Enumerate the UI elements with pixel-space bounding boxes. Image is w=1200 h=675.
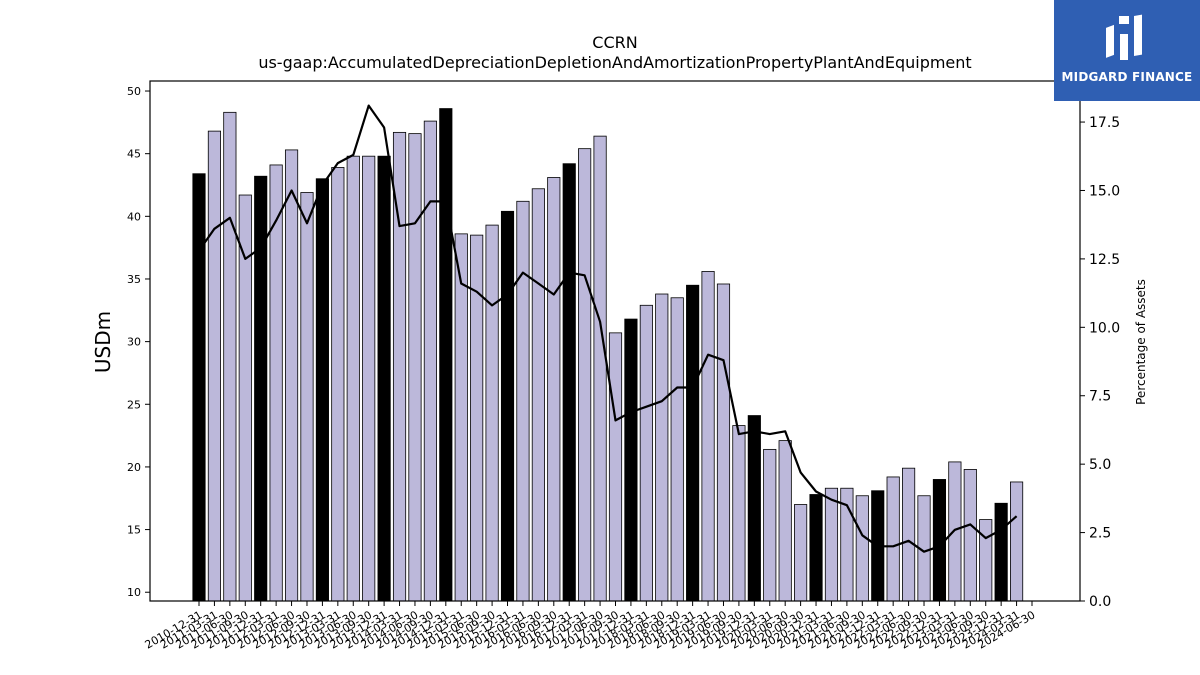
bar-2013-12-31: [377, 155, 391, 602]
bar-2020-12-31: [809, 494, 823, 602]
bar-2023-03-31: [948, 461, 962, 602]
y-tick-label: 25: [127, 398, 141, 411]
y-tick-label: 40: [127, 210, 141, 223]
y-axis-label: USDm: [91, 311, 115, 373]
bar-2020-09-30: [794, 504, 808, 602]
y-tick-label: 50: [127, 85, 141, 98]
bar-2011-03-31: [207, 130, 221, 602]
bar-2011-06-30: [223, 111, 237, 602]
bar-2022-03-31: [886, 476, 900, 602]
bar-2017-03-31: [578, 148, 592, 602]
bar-2019-09-30: [732, 425, 746, 602]
bar-2019-06-30: [716, 283, 731, 602]
bar-2013-06-30: [346, 155, 360, 602]
y2-tick-label: 7.5: [1089, 389, 1111, 405]
y2-tick-label: 5.0: [1089, 457, 1111, 473]
bar-2023-12-31: [994, 502, 1008, 602]
bar-2018-12-31: [686, 284, 700, 602]
bar-2012-06-30: [284, 149, 299, 602]
bar-2017-12-31: [624, 318, 638, 602]
y-tick-label: 10: [127, 586, 141, 599]
bar-2013-03-31: [331, 167, 345, 602]
bar-2018-09-30: [670, 297, 684, 602]
y2-tick-label: 15.0: [1089, 183, 1120, 199]
bar-2014-12-31: [439, 108, 453, 602]
bar-2012-12-31: [315, 178, 329, 602]
bar-2013-09-30: [362, 155, 376, 602]
bar-2015-09-30: [485, 224, 499, 602]
y-axis-right: 0.0 2.5 5.0 7.5 10.0 12.5 15.0 17.5: [1080, 115, 1120, 610]
bar-2018-03-31: [639, 304, 653, 602]
bar-2019-12-31: [747, 415, 761, 602]
bar-2020-03-31: [763, 448, 777, 602]
y-tick-label: 45: [127, 148, 141, 161]
bar-2022-06-30: [902, 467, 916, 602]
y2-tick-label: 17.5: [1089, 115, 1120, 131]
chart-title: CCRN: [592, 33, 637, 52]
bar-2021-09-30: [855, 495, 869, 602]
bar-2016-09-30: [547, 177, 561, 602]
y2-tick-label: 2.5: [1089, 526, 1111, 542]
bar-2015-03-31: [454, 233, 468, 602]
bar-2017-06-30: [593, 135, 607, 602]
bar-2016-12-31: [562, 163, 576, 602]
bar-2017-09-30: [608, 332, 623, 602]
logo-text: MIDGARD FINANCE: [1061, 70, 1193, 84]
line-layer: [198, 104, 1018, 553]
bar-2023-06-30: [963, 469, 977, 602]
y-tick-label: 35: [127, 273, 141, 286]
y-tick-label: 20: [127, 461, 141, 474]
bar-2010-12-31: [192, 173, 206, 602]
y2-axis-label: Percentage of Assets: [1134, 279, 1148, 405]
y2-tick-label: 0.0: [1089, 594, 1111, 610]
y-axis-left: 10 15 20 25 30 35 40 45 50: [127, 85, 150, 599]
bar-2014-06-30: [408, 133, 422, 602]
bar-2023-09-30: [979, 519, 993, 602]
bar-2018-06-30: [655, 293, 669, 602]
logo: MIDGARD FINANCE: [1054, 0, 1200, 101]
bar-2016-06-30: [531, 188, 545, 602]
chart-subtitle: us-gaap:AccumulatedDepreciationDepletion…: [258, 53, 971, 72]
y2-tick-label: 12.5: [1089, 252, 1120, 268]
bar-2016-03-31: [516, 200, 530, 602]
y2-tick-label: 10.0: [1089, 320, 1120, 336]
bar-2020-06-30: [778, 440, 792, 602]
x-axis: 2010-12-312011-03-312011-06-302011-09-30…: [143, 601, 1038, 652]
y-tick-label: 15: [127, 524, 141, 537]
bar-2019-03-31: [701, 271, 715, 602]
y-tick-label: 30: [127, 336, 141, 349]
bar-2014-09-30: [423, 120, 437, 602]
bar-2015-12-31: [500, 210, 515, 602]
bar-2021-03-31: [824, 487, 839, 602]
series-line-percentage: [198, 104, 1018, 553]
bar-2024-03-31: [1010, 481, 1024, 602]
bar-2012-09-30: [300, 192, 314, 602]
logo-mark-icon: [1106, 14, 1142, 60]
bars-layer: [192, 108, 1024, 602]
